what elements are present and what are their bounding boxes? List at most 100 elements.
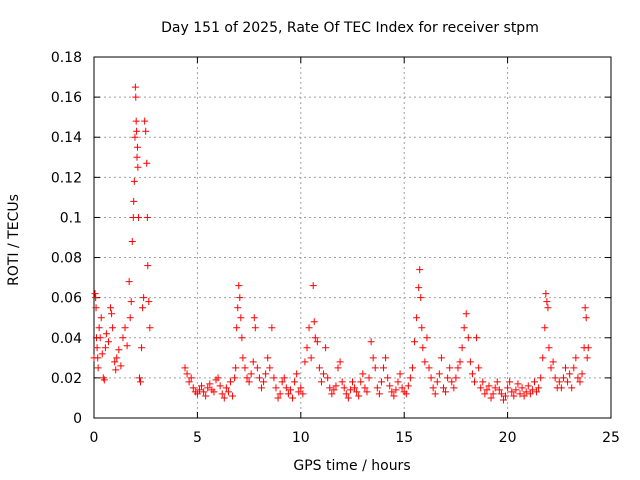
- data-point: [402, 390, 410, 398]
- data-point: [413, 314, 421, 322]
- data-point: [125, 278, 133, 286]
- data-point: [456, 358, 464, 366]
- data-point: [357, 378, 365, 386]
- data-point: [142, 127, 150, 135]
- data-point: [305, 324, 313, 332]
- data-point: [584, 344, 592, 352]
- data-point: [126, 314, 134, 322]
- data-point: [332, 382, 340, 390]
- data-point: [253, 364, 261, 372]
- data-point: [369, 354, 377, 362]
- data-point: [233, 324, 241, 332]
- y-tick-label: 0.14: [51, 130, 82, 146]
- data-point: [522, 388, 530, 396]
- data-point: [415, 284, 423, 292]
- x-tick-label: 15: [395, 430, 413, 446]
- data-point: [336, 358, 344, 366]
- data-point: [274, 394, 282, 402]
- data-point: [218, 390, 226, 398]
- data-point: [499, 396, 507, 404]
- data-point: [98, 350, 106, 358]
- data-point: [425, 364, 433, 372]
- data-point: [574, 374, 582, 382]
- data-point: [113, 354, 121, 362]
- data-point: [239, 354, 247, 362]
- data-point: [133, 153, 141, 161]
- x-tick-label: 10: [292, 430, 310, 446]
- data-point: [216, 382, 224, 390]
- data-point: [210, 388, 218, 396]
- data-point: [138, 344, 146, 352]
- data-point: [583, 354, 591, 362]
- data-point: [363, 388, 371, 396]
- data-point: [243, 374, 251, 382]
- x-tick-label: 25: [602, 430, 620, 446]
- data-point: [394, 378, 402, 386]
- data-point: [572, 354, 580, 362]
- data-point: [359, 370, 367, 378]
- data-point: [134, 163, 142, 171]
- data-point: [195, 386, 203, 394]
- data-point: [91, 290, 99, 298]
- data-point: [396, 370, 404, 378]
- data-point: [371, 364, 379, 372]
- data-point: [222, 384, 230, 392]
- data-point: [102, 330, 110, 338]
- data-point: [365, 374, 373, 382]
- data-point: [466, 358, 474, 366]
- data-point: [444, 374, 452, 382]
- data-point: [141, 117, 149, 125]
- y-tick-label: 0: [73, 411, 82, 427]
- data-point: [406, 374, 414, 382]
- data-point: [471, 378, 479, 386]
- plot-frame: [93, 56, 612, 419]
- data-point: [266, 364, 274, 372]
- data-point: [193, 390, 201, 398]
- data-point: [96, 334, 104, 342]
- data-point: [539, 354, 547, 362]
- data-point: [133, 127, 141, 135]
- data-point: [183, 370, 191, 378]
- data-point: [255, 374, 263, 382]
- data-point: [145, 298, 153, 306]
- data-point: [322, 344, 330, 352]
- data-point: [512, 386, 520, 394]
- data-point: [224, 388, 232, 396]
- data-point: [328, 390, 336, 398]
- data-point: [220, 394, 228, 402]
- data-point: [140, 294, 148, 302]
- data-point: [468, 370, 476, 378]
- data-point: [251, 324, 259, 332]
- data-point: [398, 384, 406, 392]
- data-points: [90, 83, 592, 404]
- data-point: [272, 384, 280, 392]
- data-point: [454, 364, 462, 372]
- data-point: [260, 378, 268, 386]
- data-point: [315, 364, 323, 372]
- x-tick-label: 20: [499, 430, 517, 446]
- data-point: [250, 314, 258, 322]
- data-point: [133, 143, 141, 151]
- data-point: [270, 374, 278, 382]
- data-point: [297, 384, 305, 392]
- chart-title: Day 151 of 2025, Rate Of TEC Index for r…: [161, 20, 539, 36]
- data-point: [309, 282, 317, 290]
- data-point: [542, 290, 550, 298]
- data-point: [310, 318, 318, 326]
- data-point: [416, 266, 424, 274]
- data-point: [282, 384, 290, 392]
- data-point: [245, 378, 253, 386]
- data-point: [491, 384, 499, 392]
- data-point: [128, 238, 136, 246]
- data-point: [187, 374, 195, 382]
- data-point: [562, 364, 570, 372]
- data-point: [510, 392, 518, 400]
- data-point: [131, 133, 139, 141]
- data-point: [448, 378, 456, 386]
- data-point: [530, 378, 538, 386]
- data-point: [289, 394, 297, 402]
- data-point: [502, 392, 510, 400]
- data-point: [537, 374, 545, 382]
- y-tick-label: 0.08: [51, 251, 82, 267]
